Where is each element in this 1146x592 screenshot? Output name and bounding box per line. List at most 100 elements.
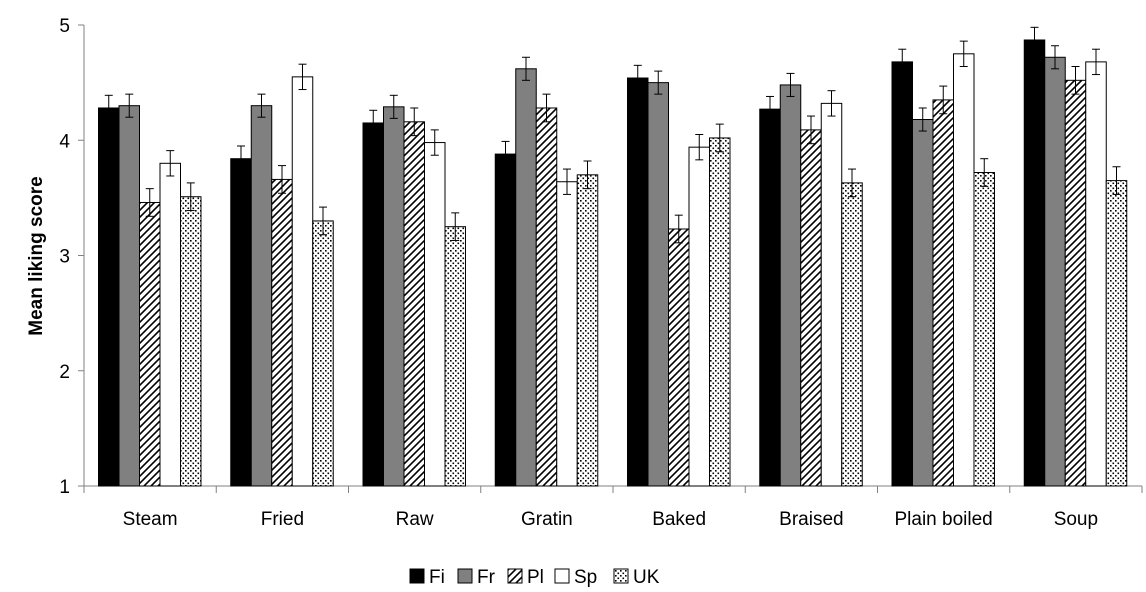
x-tick-label: Fried [261, 509, 304, 530]
error-bar [522, 56, 530, 81]
bar-pl-gratin [535, 107, 558, 487]
error-bar [959, 40, 968, 67]
bar-pl-steam [139, 201, 161, 487]
bar-pl-fried [271, 178, 293, 487]
error-bar [583, 160, 592, 190]
bar-pl-braised [800, 129, 822, 487]
bar-pl-plain-boiled [932, 99, 954, 487]
error-bar [1051, 45, 1059, 70]
error-bar [451, 212, 460, 242]
error-bar [319, 206, 327, 236]
bar-fr-baked [647, 82, 669, 487]
legend-item-sp: Sp [554, 567, 597, 588]
bar-fi-plain-boiled [891, 61, 913, 487]
bar-pl-soup [1064, 79, 1087, 487]
x-tick-label: Plain boiled [895, 509, 993, 530]
y-tick-label: 4 [59, 131, 70, 152]
error-bar [563, 168, 571, 195]
legend-label: Fi [429, 567, 445, 587]
bar-fr-gratin [515, 68, 537, 487]
x-tick-label: Gratin [521, 509, 573, 530]
error-bar [104, 94, 113, 122]
bar-sp-gratin [556, 181, 578, 487]
error-bar [125, 93, 134, 118]
legend-swatch [507, 568, 523, 584]
error-bar [389, 94, 398, 119]
legend-swatch [409, 568, 425, 584]
bar-fr-raw [383, 106, 405, 487]
bars [98, 39, 1128, 487]
error-bar [1112, 166, 1121, 195]
legend-swatch [554, 568, 570, 584]
bar-sp-soup [1085, 61, 1107, 487]
error-bar [145, 188, 154, 217]
bar-sp-fried [291, 76, 314, 487]
y-tick-label: 1 [59, 477, 70, 498]
error-bar [542, 93, 551, 123]
x-tick-label: Soup [1054, 509, 1098, 530]
error-bar [369, 109, 378, 137]
error-bar [1071, 65, 1080, 95]
bar-uk-raw [444, 226, 466, 487]
error-bar [186, 182, 195, 212]
legend-item-fr: Fr [457, 567, 496, 588]
bar-uk-plain-boiled [973, 172, 995, 487]
legend-label: Pl [527, 567, 544, 587]
error-bar [257, 93, 266, 118]
x-tick-label: Raw [396, 509, 434, 530]
error-bars [104, 26, 1121, 244]
legend: Fi Fr Pl Sp UK [409, 567, 660, 588]
axis-labels: 1 2 3 4 5 Steam Fried Raw Gratin Baked Braised Plai… [59, 16, 1098, 530]
bar-fi-fried [230, 158, 252, 487]
error-bar [298, 63, 307, 91]
error-bar [715, 123, 724, 153]
error-bar [674, 214, 683, 244]
y-axis-title: Mean liking score [26, 176, 47, 335]
legend-swatch [613, 568, 629, 584]
bar-uk-baked [709, 137, 731, 487]
error-bar [410, 107, 419, 137]
error-bar [786, 72, 795, 97]
legend-label: Sp [574, 567, 597, 587]
bar-uk-steam [180, 196, 202, 487]
error-bar [654, 70, 663, 95]
y-tick-label: 3 [59, 247, 70, 268]
legend-label: Fr [477, 567, 496, 587]
bar-uk-soup [1105, 180, 1128, 487]
bar-fi-raw [362, 122, 384, 487]
bar-fi-braised [759, 108, 781, 487]
error-bar [278, 165, 286, 194]
error-bar [766, 95, 774, 123]
legend-item-uk: UK [613, 567, 660, 588]
error-bar [695, 133, 704, 161]
bar-pl-raw [403, 121, 425, 487]
error-bar [1092, 48, 1100, 76]
bar-fi-gratin [494, 153, 517, 487]
error-bar [939, 85, 948, 115]
bar-fi-baked [627, 77, 649, 487]
y-tick-label: 5 [59, 16, 70, 37]
bar-sp-raw [424, 142, 446, 487]
bar-fr-braised [779, 84, 802, 487]
bar-fr-fried [250, 105, 273, 487]
x-tick-label: Braised [779, 509, 843, 530]
error-bar [980, 158, 989, 187]
bar-uk-gratin [576, 174, 599, 487]
bar-fr-plain-boiled [912, 119, 934, 487]
error-bar [501, 140, 510, 168]
y-tick-label: 2 [59, 362, 70, 383]
bar-sp-steam [159, 162, 181, 487]
error-bar [237, 145, 245, 172]
error-bar [1030, 26, 1039, 54]
bar-sp-baked [688, 146, 710, 487]
bar-sp-braised [820, 102, 843, 487]
legend-swatch [457, 568, 473, 584]
error-bar [430, 129, 439, 156]
bar-fr-steam [118, 105, 140, 487]
legend-item-pl: Pl [507, 567, 544, 588]
bar-fi-steam [98, 107, 120, 487]
error-bar [918, 107, 927, 132]
bar-uk-fried [312, 220, 334, 487]
